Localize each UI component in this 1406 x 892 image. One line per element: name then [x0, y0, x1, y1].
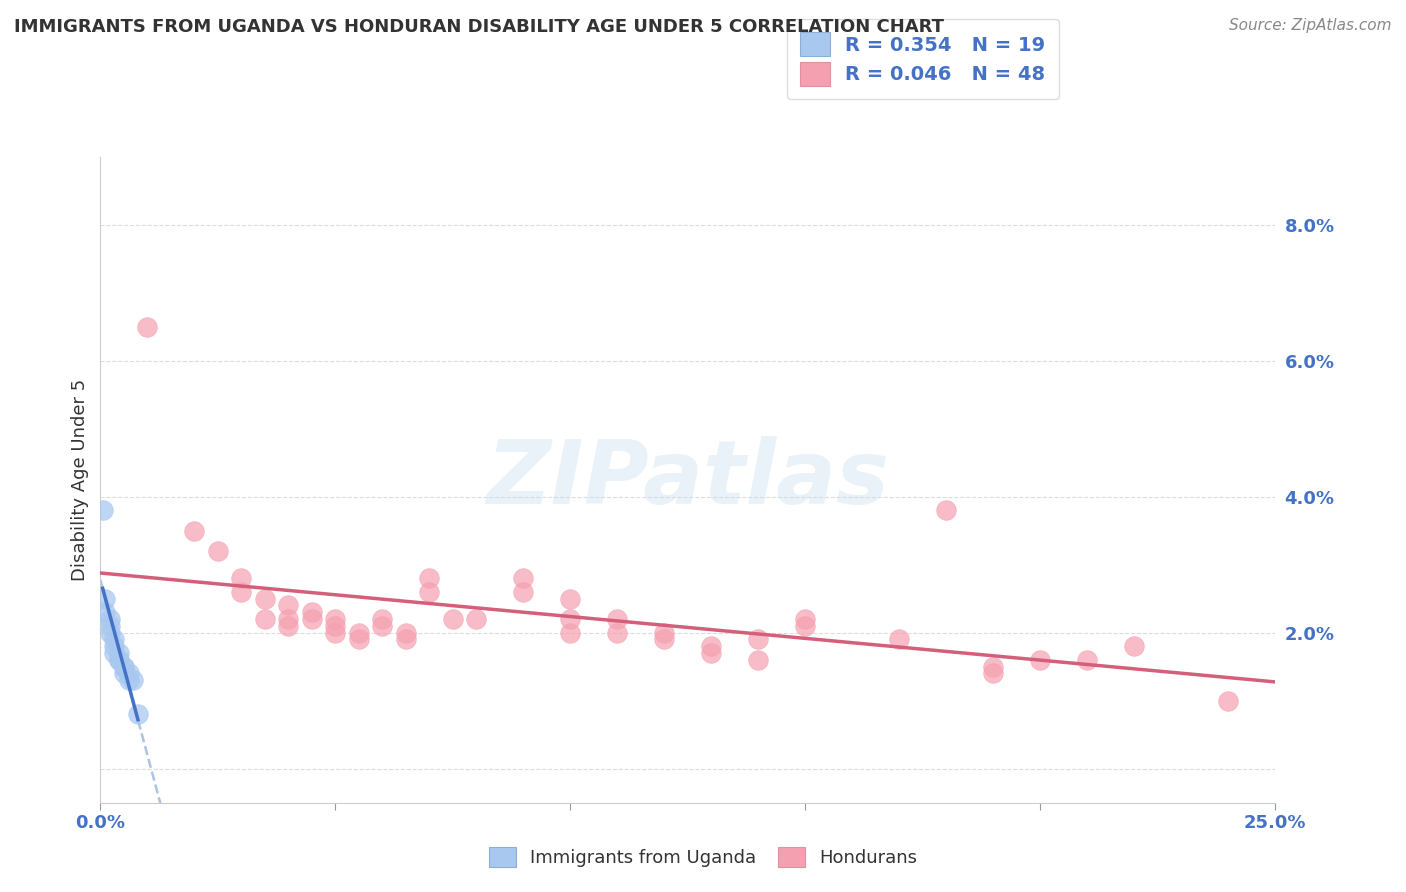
Point	[108, 653, 131, 667]
Text: IMMIGRANTS FROM UGANDA VS HONDURAN DISABILITY AGE UNDER 5 CORRELATION CHART: IMMIGRANTS FROM UGANDA VS HONDURAN DISAB…	[14, 18, 943, 36]
Point	[103, 640, 125, 654]
Point	[127, 707, 149, 722]
Point	[103, 632, 125, 647]
Point	[981, 666, 1004, 681]
Point	[98, 619, 121, 633]
Point	[700, 640, 723, 654]
Point	[794, 612, 817, 626]
Point	[103, 646, 125, 660]
Legend: R = 0.354   N = 19, R = 0.046   N = 48: R = 0.354 N = 19, R = 0.046 N = 48	[787, 19, 1059, 99]
Point	[887, 632, 910, 647]
Point	[395, 625, 418, 640]
Point	[935, 503, 957, 517]
Point	[465, 612, 488, 626]
Point	[1029, 653, 1052, 667]
Point	[112, 666, 135, 681]
Legend: Immigrants from Uganda, Hondurans: Immigrants from Uganda, Hondurans	[481, 839, 925, 874]
Point	[512, 571, 534, 585]
Point	[1216, 693, 1239, 707]
Point	[794, 619, 817, 633]
Point	[183, 524, 205, 538]
Text: Source: ZipAtlas.com: Source: ZipAtlas.com	[1229, 18, 1392, 33]
Point	[371, 619, 394, 633]
Point	[231, 585, 253, 599]
Point	[560, 625, 582, 640]
Point	[94, 605, 117, 619]
Point	[136, 319, 159, 334]
Point	[112, 659, 135, 673]
Point	[560, 591, 582, 606]
Point	[1076, 653, 1098, 667]
Point	[560, 612, 582, 626]
Point	[652, 625, 675, 640]
Point	[277, 612, 299, 626]
Point	[395, 632, 418, 647]
Point	[512, 585, 534, 599]
Point	[253, 612, 276, 626]
Point	[117, 673, 139, 688]
Point	[441, 612, 464, 626]
Point	[277, 619, 299, 633]
Point	[98, 625, 121, 640]
Point	[700, 646, 723, 660]
Point	[418, 585, 440, 599]
Point	[323, 612, 346, 626]
Point	[747, 653, 769, 667]
Point	[606, 612, 628, 626]
Y-axis label: Disability Age Under 5: Disability Age Under 5	[72, 378, 89, 581]
Point	[301, 605, 323, 619]
Point	[347, 625, 370, 640]
Point	[606, 625, 628, 640]
Point	[418, 571, 440, 585]
Point	[301, 612, 323, 626]
Point	[98, 612, 121, 626]
Point	[747, 632, 769, 647]
Point	[122, 673, 145, 688]
Point	[108, 646, 131, 660]
Point	[277, 599, 299, 613]
Point	[231, 571, 253, 585]
Point	[1123, 640, 1146, 654]
Point	[347, 632, 370, 647]
Point	[117, 666, 139, 681]
Point	[91, 503, 114, 517]
Point	[652, 632, 675, 647]
Point	[253, 591, 276, 606]
Point	[323, 619, 346, 633]
Point	[981, 659, 1004, 673]
Point	[371, 612, 394, 626]
Point	[108, 653, 131, 667]
Point	[94, 591, 117, 606]
Point	[112, 659, 135, 673]
Point	[207, 544, 229, 558]
Text: ZIPatlas: ZIPatlas	[486, 436, 889, 524]
Point	[323, 625, 346, 640]
